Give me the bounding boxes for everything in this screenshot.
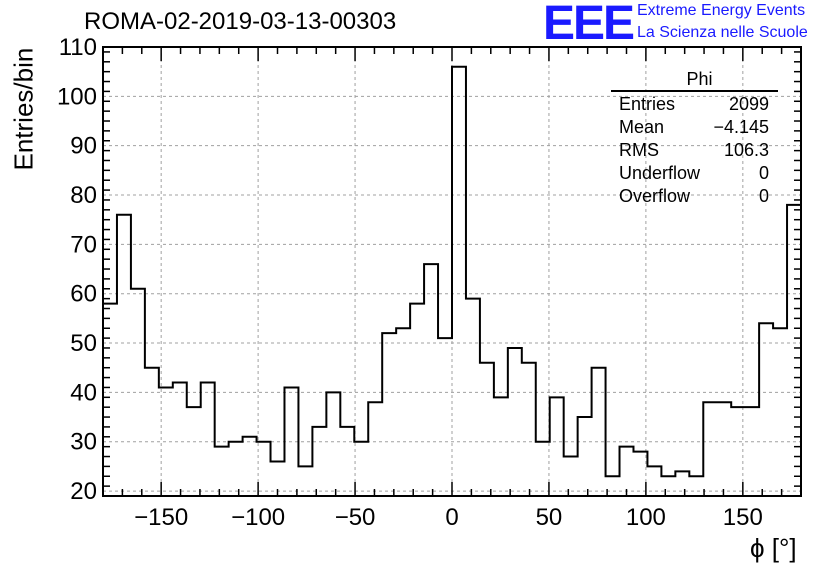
histogram-bin (550, 397, 564, 496)
y-axis-label: Entries/bin (8, 47, 39, 171)
stats-row-mean: Mean −4.145 (611, 116, 778, 139)
stats-label: Entries (619, 94, 676, 114)
x-tick-label: 100 (626, 504, 666, 531)
histogram-bin (564, 457, 578, 496)
stats-label: Underflow (619, 163, 701, 183)
y-tick-label: 50 (70, 330, 97, 357)
stats-row-overflow: Overflow 0 (611, 185, 778, 208)
stats-row-rms: RMS 106.3 (611, 139, 778, 162)
stats-value: 0 (758, 186, 769, 206)
histogram-bin (480, 363, 494, 496)
stats-box: Phi Entries 2099 Mean −4.145 RMS 106.3 U… (611, 68, 778, 208)
histogram-bin (494, 397, 508, 496)
histogram-bin (312, 427, 326, 496)
x-tick-label: −150 (134, 504, 188, 531)
histogram-bin (410, 304, 424, 496)
histogram-bin (675, 471, 689, 496)
stats-title: Phi (611, 68, 778, 92)
stats-value: 0 (758, 163, 769, 183)
y-tick-label: 40 (70, 379, 97, 406)
histogram-outline (103, 65, 801, 478)
x-axis-label: ϕ [°] (750, 533, 797, 563)
stats-label: Mean (619, 117, 665, 137)
stats-label: Overflow (619, 186, 691, 206)
histogram-bin (452, 67, 466, 496)
histogram-bin (759, 323, 773, 496)
stats-row-entries: Entries 2099 (611, 93, 778, 116)
histogram-bin (592, 368, 606, 496)
chart-title: ROMA-02-2019-03-13-00303 (84, 8, 397, 35)
histogram-bin (145, 368, 159, 496)
logo-line-2: La Scienza nelle Scuole (637, 24, 808, 41)
histogram-bin (201, 383, 215, 496)
histogram-bin (173, 383, 187, 496)
x-tick-label: −50 (335, 504, 376, 531)
y-tick-label: 20 (70, 478, 97, 505)
histogram-bin (340, 427, 354, 496)
y-tick-label: 100 (57, 83, 97, 110)
axis-ticks (102, 47, 802, 497)
histogram-bin (298, 466, 312, 496)
histogram-bin (243, 437, 257, 496)
histogram-bin (703, 402, 717, 496)
histogram-bin (326, 392, 340, 496)
y-tick-label: 90 (70, 133, 97, 160)
histogram-bin (117, 215, 131, 496)
x-tick-label: −100 (231, 504, 285, 531)
histogram-bin (508, 348, 522, 496)
histogram-bin (620, 447, 634, 496)
x-tick-label: 0 (445, 504, 458, 531)
histogram-bin (396, 328, 410, 496)
x-tick-label: 150 (723, 504, 763, 531)
histogram-bin (424, 264, 438, 496)
y-tick-label: 70 (70, 231, 97, 258)
histogram-bin (382, 333, 396, 496)
y-tick-labels: 20 30 40 50 60 70 80 90 100 110 (57, 34, 97, 505)
histogram-bin (536, 442, 550, 496)
histogram-bin (689, 476, 703, 496)
eee-logo: EEE (543, 0, 635, 50)
y-tick-label: 60 (70, 281, 97, 308)
stats-value: 106.3 (723, 140, 769, 160)
stats-value: 2099 (728, 94, 769, 114)
x-tick-labels: −150 −100 −50 0 50 100 150 (134, 504, 763, 531)
histogram-bin (578, 417, 592, 496)
histogram-bin (522, 363, 536, 496)
histogram-bin (661, 476, 675, 496)
logo-line-1: Extreme Energy Events (637, 2, 806, 19)
x-tick-label: 50 (536, 504, 563, 531)
y-tick-label: 110 (59, 34, 97, 61)
histogram-bin (466, 299, 480, 496)
histogram-bin (745, 407, 759, 496)
histogram-bin (215, 447, 229, 496)
histogram-bin (187, 407, 201, 496)
histogram-bin (354, 442, 368, 496)
stats-row-underflow: Underflow 0 (611, 162, 778, 185)
stats-value: −4.145 (713, 117, 769, 137)
histogram-bin (229, 442, 243, 496)
histogram-bin (368, 402, 382, 496)
y-tick-label: 30 (70, 429, 97, 456)
y-tick-label: 80 (70, 182, 97, 209)
histogram-bin (438, 338, 452, 496)
histogram-bin (773, 328, 787, 496)
stats-label: RMS (619, 140, 659, 160)
histogram-bin (717, 402, 731, 496)
